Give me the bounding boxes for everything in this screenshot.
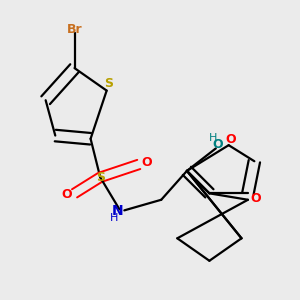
Text: O: O — [142, 156, 152, 169]
Text: O: O — [212, 138, 223, 151]
Text: N: N — [112, 204, 124, 218]
Text: H: H — [110, 213, 118, 224]
Text: H: H — [209, 133, 218, 143]
Text: O: O — [250, 192, 261, 205]
Text: Br: Br — [67, 23, 82, 36]
Text: O: O — [225, 133, 236, 146]
Text: S: S — [96, 171, 105, 184]
Text: O: O — [61, 188, 72, 202]
Text: S: S — [104, 77, 113, 90]
